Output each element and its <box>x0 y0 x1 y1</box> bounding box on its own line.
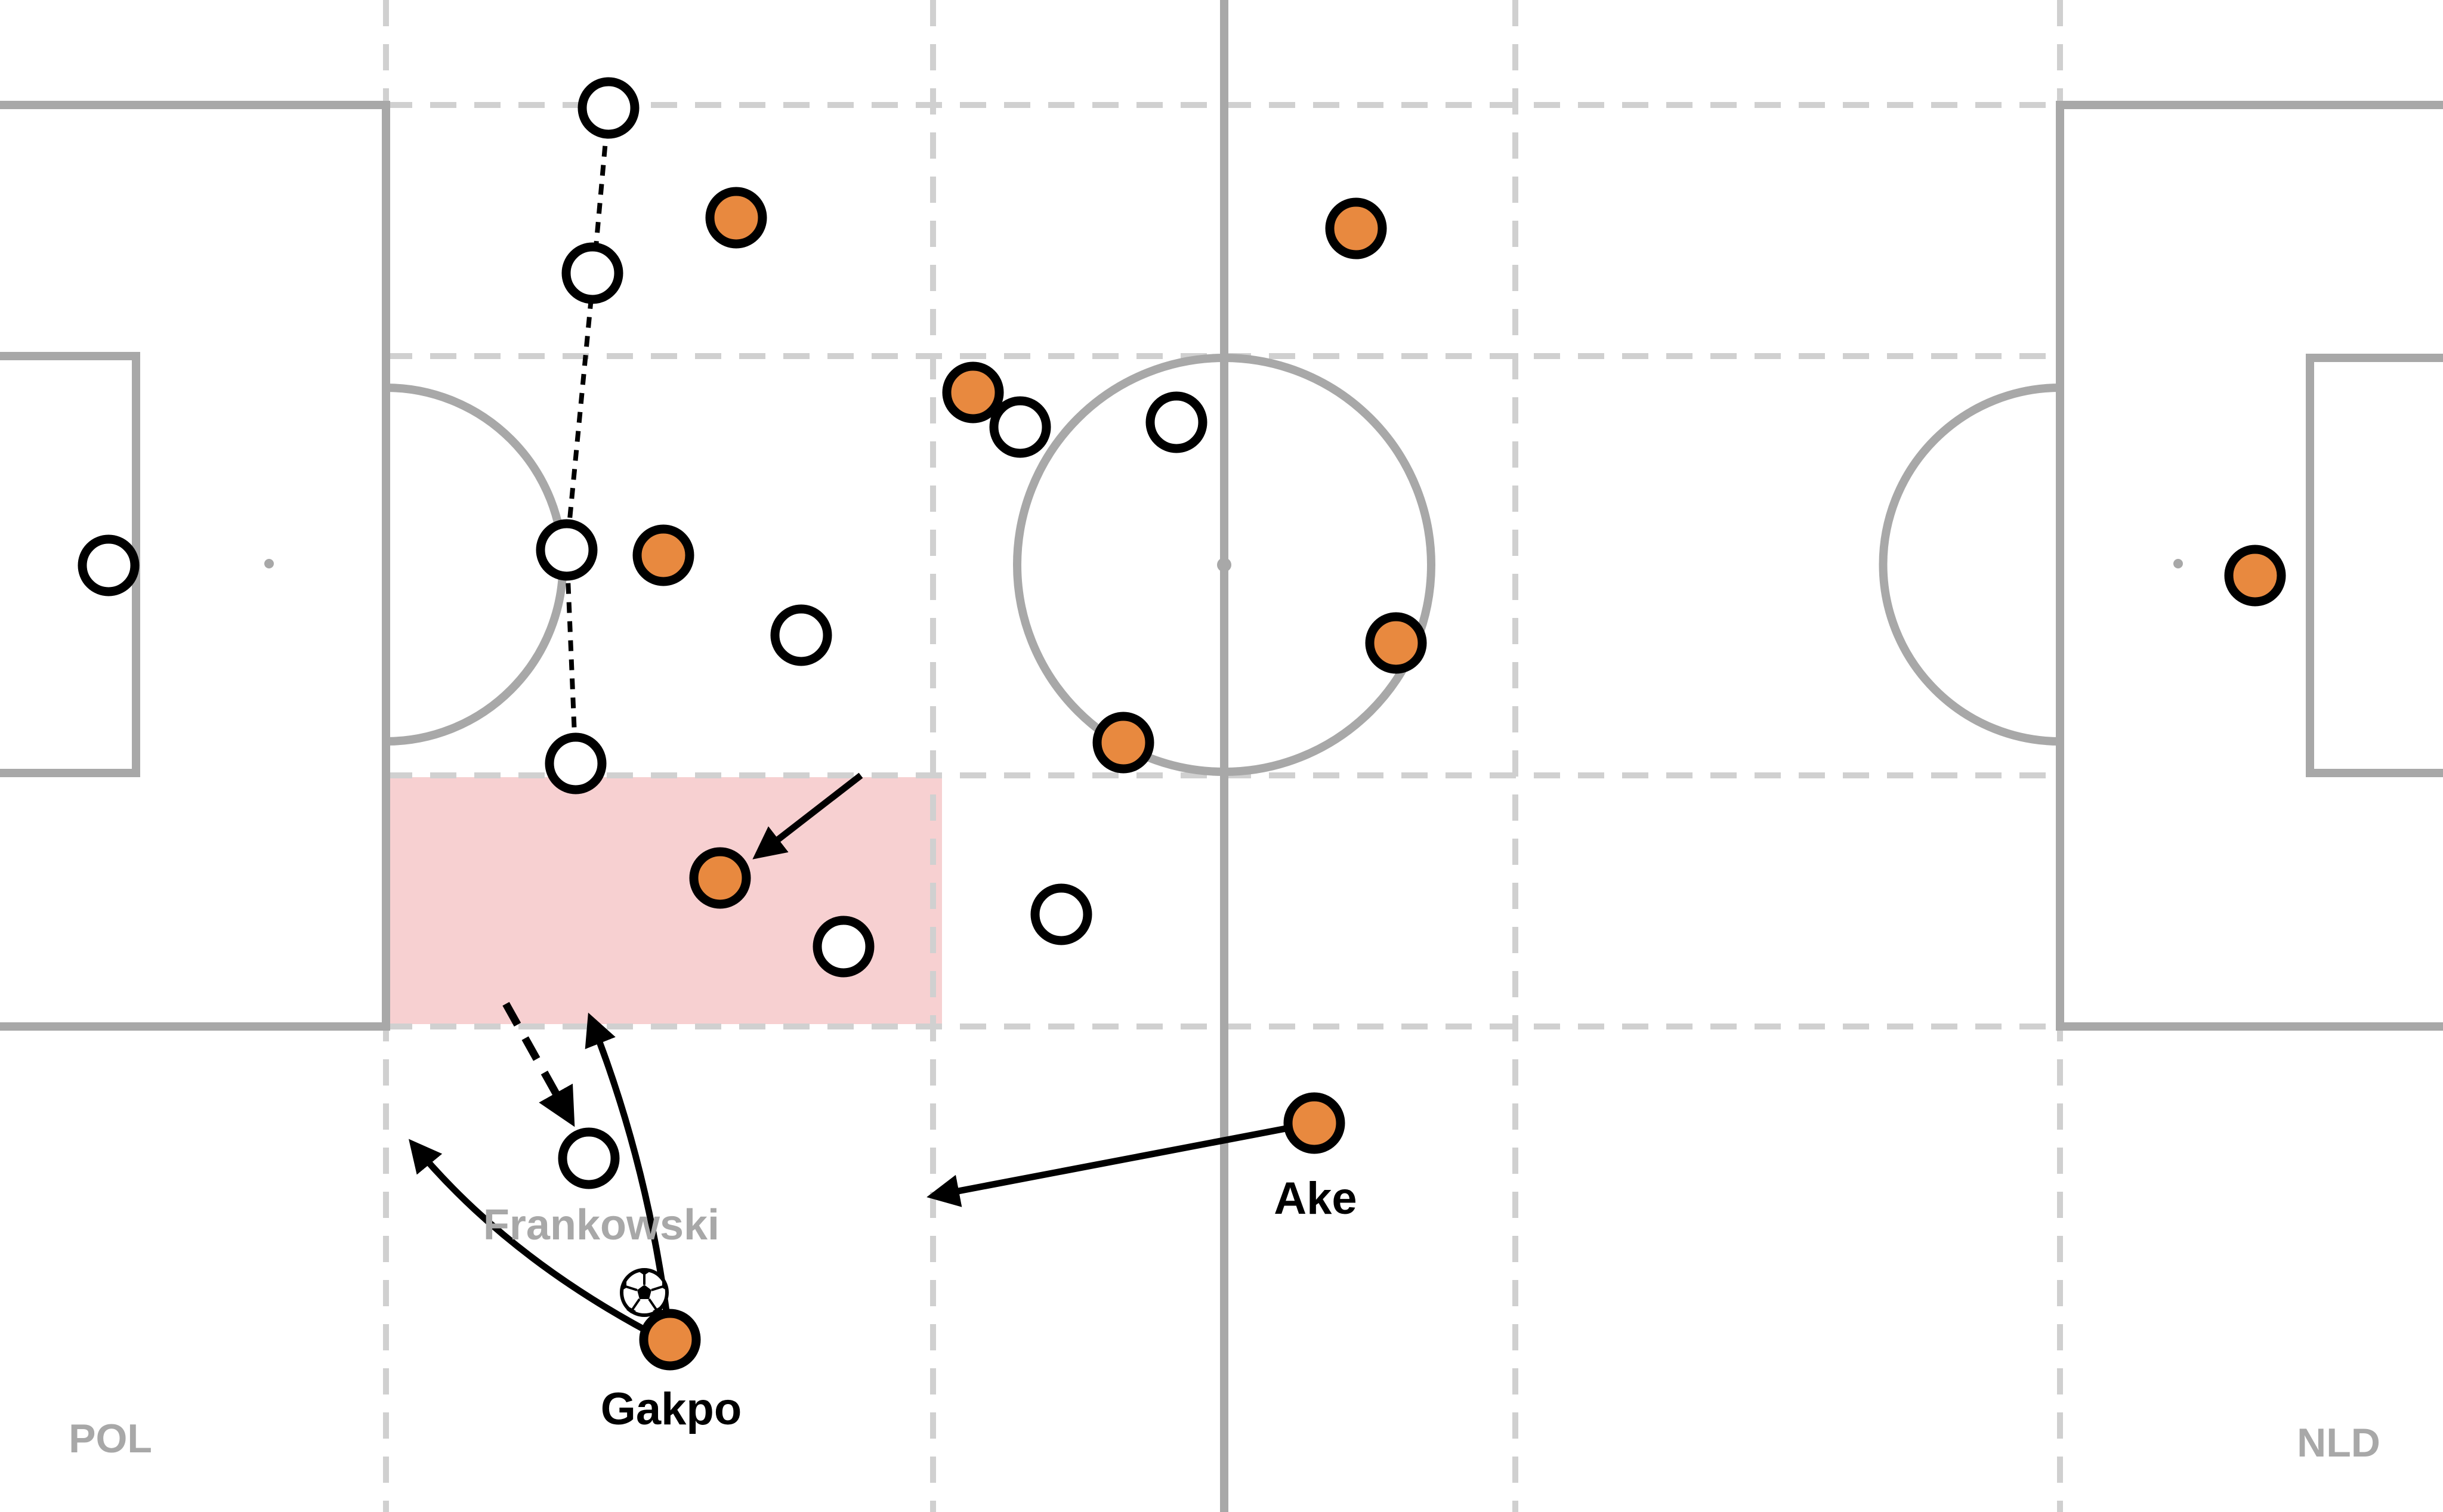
pol-player <box>813 916 875 978</box>
player-label-ake: Ake <box>1274 1173 1357 1224</box>
nld-player <box>705 187 767 249</box>
pol-player <box>561 242 623 304</box>
press-arrow <box>752 772 863 859</box>
gakpo-run-outside-arrow <box>409 1139 664 1342</box>
pol-goalkeeper <box>78 534 140 596</box>
pol-player <box>1030 883 1092 945</box>
nld-player <box>1092 712 1154 774</box>
pol-player <box>536 519 598 581</box>
player-label-gakpo: Gakpo <box>601 1384 742 1434</box>
labels: POL NLD Frankowski Gakpo Ake <box>69 1173 2380 1465</box>
team-label-left: POL <box>69 1416 152 1461</box>
nld-goalkeeper <box>2224 545 2286 607</box>
soccer-ball-icon <box>620 1268 669 1317</box>
nld-player-gakpo <box>639 1309 701 1371</box>
nld-player <box>689 847 751 909</box>
frankowski-drop-arrow <box>502 1001 575 1127</box>
pol-player <box>1145 391 1207 453</box>
ake-overlap-arrow <box>926 1120 1315 1207</box>
nld-player <box>1325 197 1387 259</box>
players <box>78 77 2286 1371</box>
nld-player-ake <box>1283 1092 1345 1154</box>
highlight-zone <box>389 777 942 1024</box>
player-label-frankowski: Frankowski <box>483 1201 719 1249</box>
pol-player <box>989 396 1051 458</box>
pol-player <box>577 77 640 139</box>
pol-player-frankowski <box>558 1127 620 1189</box>
nld-player <box>632 524 694 586</box>
defensive-line-link <box>564 107 611 764</box>
pol-player <box>770 604 832 666</box>
nld-player <box>1365 612 1427 674</box>
pol-player <box>545 732 607 794</box>
movement-arrows <box>409 107 1315 1342</box>
team-label-right: NLD <box>2297 1420 2380 1465</box>
nld-player <box>942 361 1004 423</box>
